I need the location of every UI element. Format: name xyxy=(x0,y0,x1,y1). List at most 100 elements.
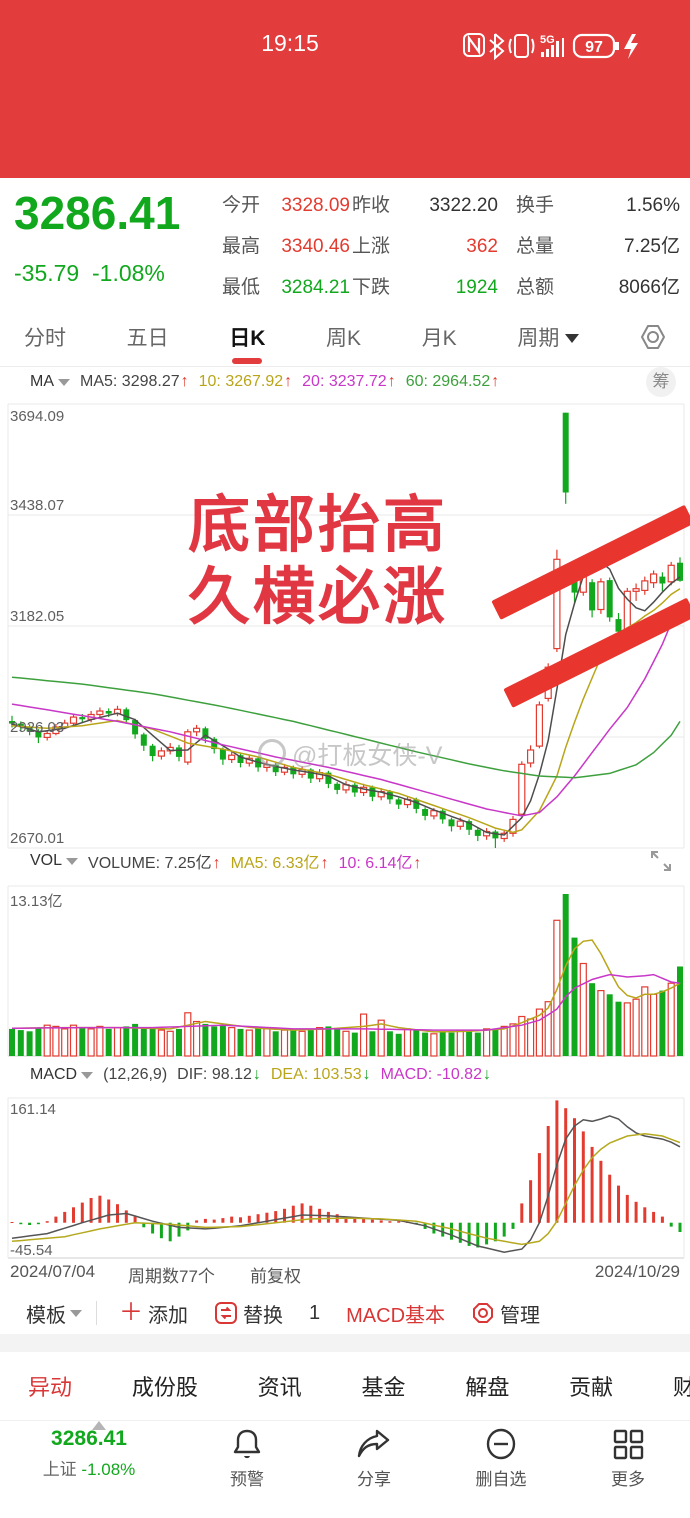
section-tab-解盘[interactable]: 解盘 xyxy=(465,1375,510,1400)
indicator-value: 10: 6.14亿↑ xyxy=(338,855,422,872)
quote-field-label: 总量 xyxy=(516,236,555,257)
bluetooth-icon xyxy=(489,33,505,61)
nav-删自选-button[interactable]: 删自选 xyxy=(446,1425,556,1490)
replace-indicator-button[interactable]: 替换 xyxy=(214,1299,283,1328)
indicator-value: DEA: 103.53↓ xyxy=(270,1066,371,1083)
macd-chart[interactable]: 161.14 -45.54 xyxy=(0,1090,690,1262)
svg-text:3182.05: 3182.05 xyxy=(10,608,64,625)
tab-周期[interactable]: 周期 xyxy=(515,316,581,358)
down-arrow-icon: ↓ xyxy=(252,1066,261,1083)
watermark-logo-icon xyxy=(258,739,286,767)
main-chart[interactable]: 3694.09 3438.07 3182.05 2926.03 2670.01 xyxy=(0,396,690,856)
nav-item-label: 删自选 xyxy=(475,1470,527,1489)
preset-button[interactable]: MACD基本 xyxy=(346,1304,446,1327)
svg-text:2926.03: 2926.03 xyxy=(10,719,64,736)
minus-circle-icon xyxy=(486,1428,516,1460)
quote-field: 最高 3340.46 xyxy=(222,225,350,268)
template-button[interactable]: 模板 xyxy=(26,1299,82,1328)
quote-field-label: 最低 xyxy=(222,277,261,298)
quote-field-label: 今开 xyxy=(222,195,261,216)
nav-item-label: 预警 xyxy=(230,1470,264,1489)
up-arrow-icon: ↑ xyxy=(212,855,221,872)
charging-icon xyxy=(624,34,638,59)
indicator-name: VOL xyxy=(30,852,63,869)
quote-field-value: 8066亿 xyxy=(618,277,680,298)
quote-field: 昨收 3322.20 xyxy=(352,184,498,227)
quote-field-value: 1.56% xyxy=(626,195,680,216)
volume-indicator-bar[interactable]: VOL VOLUME: 7.25亿↑ MA5: 6.33亿↑ 10: 6.14亿↑ xyxy=(0,846,690,876)
tab-月K[interactable]: 月K xyxy=(421,326,457,350)
tab-分时[interactable]: 分时 xyxy=(24,326,66,350)
indicator-value: 10: 3267.92↑ xyxy=(198,373,293,390)
up-arrow-icon: ↑ xyxy=(387,373,396,390)
nav-更多-button[interactable]: 更多 xyxy=(573,1425,683,1490)
plus-icon: ＋ xyxy=(119,1299,143,1326)
quote-field-value: 3328.09 xyxy=(281,195,350,216)
annotation-text: 底部抬高 久横必涨 xyxy=(187,491,448,632)
manage-button[interactable]: 管理 xyxy=(471,1299,540,1328)
macd-indicator-bar[interactable]: MACD (12,26,9) DIF: 98.12↓ DEA: 103.53↓ MACD… xyxy=(0,1060,690,1090)
indicator-value: DIF: 98.12↓ xyxy=(177,1066,261,1083)
quote-field-value: 3322.20 xyxy=(429,195,498,216)
section-tab-资讯[interactable]: 资讯 xyxy=(257,1375,302,1400)
nfc-icon xyxy=(463,33,485,57)
section-tab-贡献[interactable]: 贡献 xyxy=(569,1375,614,1400)
up-arrow-icon: ↑ xyxy=(413,855,422,872)
period-tab-bar: 分时 五日 日K 周K 月K 周期 xyxy=(0,307,690,367)
indicator-value: MA5: 3298.27↑ xyxy=(80,373,189,390)
indicator-name: MA xyxy=(30,373,54,390)
indicator-toolbar: 模板 ＋ 添加 替换 1 MACD基本 管理 xyxy=(0,1292,690,1334)
indicator-value: VOLUME: 7.25亿↑ xyxy=(88,855,221,872)
axis-end-date: 2024/10/29 xyxy=(594,1262,680,1281)
up-arrow-icon: ↑ xyxy=(491,373,500,390)
status-bar: 19:15 5G 97 xyxy=(0,0,690,90)
quote-field: 总量 7.25亿 xyxy=(516,225,680,268)
expand-icon[interactable] xyxy=(648,848,674,874)
volume-chart[interactable]: 13.13亿 xyxy=(0,874,690,1062)
quote-field: 上涨 362 xyxy=(352,225,498,268)
indicator-value: MA5: 6.33亿↑ xyxy=(230,855,329,872)
axis-period-count: 周期数77个 xyxy=(128,1267,215,1286)
manage-gear-icon xyxy=(473,1303,494,1323)
divider xyxy=(96,1301,97,1325)
collapse-arrow-icon[interactable] xyxy=(92,1421,106,1430)
nav-预警-button[interactable]: 预警 xyxy=(192,1425,302,1490)
vibrate-icon xyxy=(514,34,529,58)
ma-indicator-bar[interactable]: MA MA5: 3298.27↑ 10: 3267.92↑ 20: 3237.72↑ 6… xyxy=(0,366,690,398)
tab-周K[interactable]: 周K xyxy=(326,326,362,350)
section-tab-异动[interactable]: 异动 xyxy=(28,1375,73,1400)
tab-五日[interactable]: 五日 xyxy=(126,326,169,350)
up-arrow-icon: ↑ xyxy=(180,373,189,390)
svg-text:-45.54: -45.54 xyxy=(10,1242,53,1259)
svg-text:13.13亿: 13.13亿 xyxy=(10,893,63,910)
svg-text:2670.01: 2670.01 xyxy=(10,830,64,847)
svg-text:3694.09: 3694.09 xyxy=(10,408,64,425)
quote-field-label: 昨收 xyxy=(352,195,391,216)
chevron-down-icon xyxy=(565,334,580,344)
share-icon xyxy=(357,1429,390,1458)
indicator-value: 60: 2964.52↑ xyxy=(405,373,500,390)
chart-settings-icon[interactable] xyxy=(638,322,668,352)
indicator-params: (12,26,9) xyxy=(103,1066,168,1083)
nav-分享-button[interactable]: 分享 xyxy=(319,1425,429,1490)
quote-field-value: 1924 xyxy=(455,277,498,298)
axis-start-date: 2024/07/04 xyxy=(10,1262,96,1281)
section-tab-财务[interactable]: 财务 xyxy=(672,1375,690,1400)
up-arrow-icon: ↑ xyxy=(284,373,293,390)
indicator-value: MACD: -10.82↓ xyxy=(380,1066,491,1083)
section-tab-成份股[interactable]: 成份股 xyxy=(131,1375,198,1400)
indicator-count: 1 xyxy=(309,1301,321,1324)
tab-日K[interactable]: 日K xyxy=(227,316,267,358)
nav-item-label: 更多 xyxy=(611,1470,645,1489)
quote-field-value: 3340.46 xyxy=(281,236,350,257)
index-summary[interactable]: 3286.41 上证 -1.08% xyxy=(14,1421,164,1480)
watermark: @打板女侠-V xyxy=(258,736,442,772)
svg-text:97: 97 xyxy=(585,39,603,56)
add-indicator-button[interactable]: ＋ 添加 xyxy=(119,1299,188,1327)
quote-field-label: 下跌 xyxy=(352,277,391,298)
section-tab-bar: 异动 成份股 资讯 基金 解盘 贡献 财务 xyxy=(0,1352,690,1420)
section-tab-基金[interactable]: 基金 xyxy=(361,1375,406,1400)
chips-badge[interactable]: 筹 xyxy=(646,367,676,397)
bottom-nav: 3286.41 上证 -1.08% 预警 分享 删自选 更多 xyxy=(0,1420,690,1518)
